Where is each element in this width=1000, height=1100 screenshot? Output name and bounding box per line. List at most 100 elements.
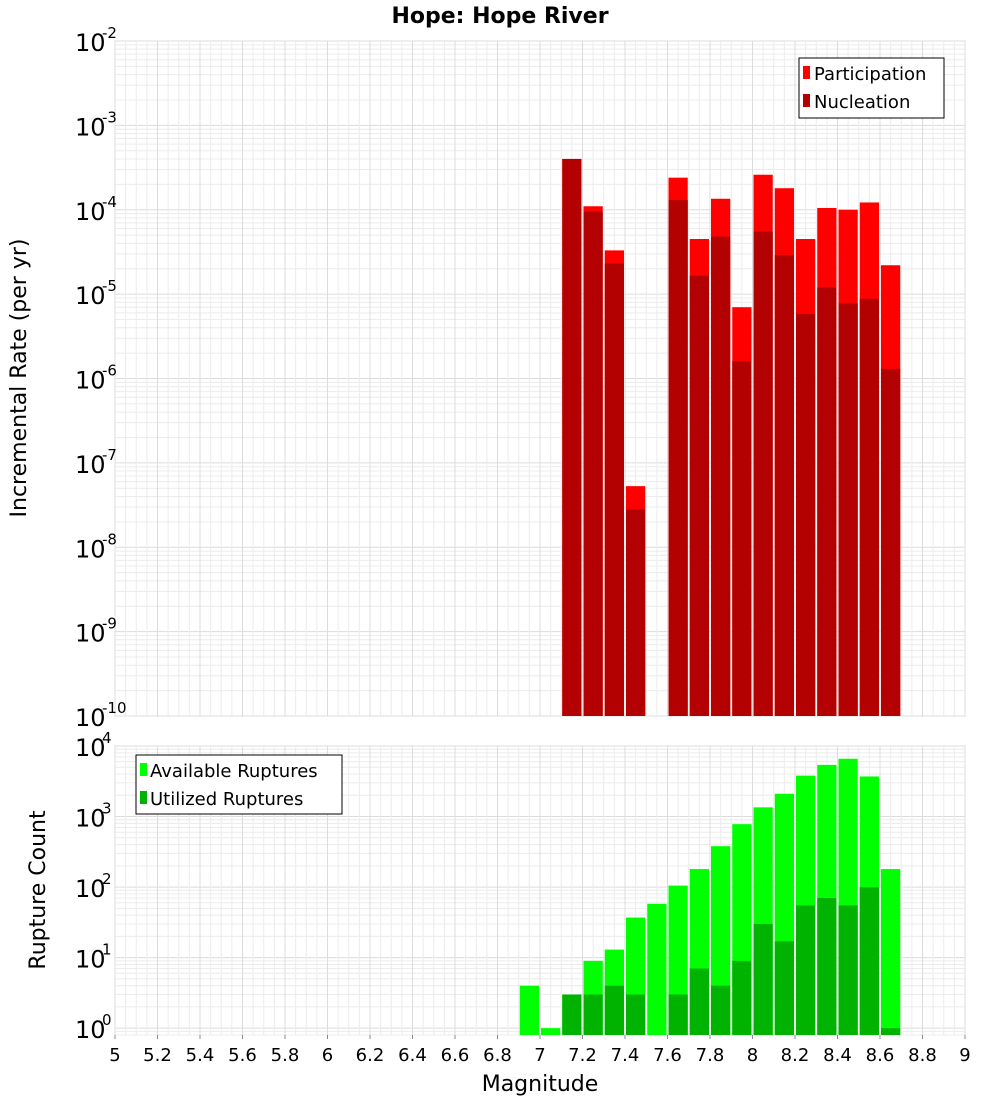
y-tick-label: 10 [75,1016,106,1044]
y-tick-label: 10 [75,805,106,833]
y-tick-label: 10 [75,113,106,141]
y-tick-label: 10 [75,946,106,974]
y-tick-exponent: -3 [102,108,117,126]
bar-utilized-ruptures [668,994,688,1035]
y-tick-exponent: 1 [102,941,112,959]
x-tick-label: 9 [959,1045,970,1066]
bar-available-ruptures [647,903,667,1035]
bottom-y-axis-label: Rupture Count [26,810,51,970]
x-tick-label: 5.6 [228,1045,257,1066]
top-gridlines [114,40,966,717]
bar-nucleation [753,231,773,716]
legend-label-utilized: Utilized Ruptures [150,789,303,810]
bar-nucleation [604,263,624,716]
y-tick-exponent: -4 [102,193,117,211]
bar-nucleation [583,211,603,716]
x-tick-label: 8.2 [781,1045,810,1066]
bar-utilized-ruptures [689,968,709,1035]
bar-utilized-ruptures [626,994,646,1035]
y-tick-exponent: -8 [102,530,117,548]
x-tick-label: 8.8 [908,1045,937,1066]
y-tick-label: 10 [75,282,106,310]
x-tick-labels: 5 5.2 5.4 5.6 5.8 6 6.2 6.4 6.6 6.8 7 7.2 7.4 7.6 7.8 8… [109,1035,971,1066]
bar-nucleation [689,275,709,716]
top-bars [562,158,901,717]
bar-nucleation [838,303,858,716]
x-tick-label: 6.8 [483,1045,512,1066]
bar-utilized-ruptures [859,887,879,1035]
x-tick-label: 7.4 [611,1045,640,1066]
bar-utilized-ruptures [711,985,731,1035]
bar-nucleation [732,361,752,716]
bar-nucleation [774,255,794,716]
y-tick-label: 10 [75,620,106,648]
x-tick-label: 8 [747,1045,758,1066]
chart-title: Hope: Hope River [391,4,608,29]
bar-utilized-ruptures [562,994,582,1035]
y-tick-label: 10 [75,367,106,395]
bar-nucleation [859,298,879,716]
x-tick-label: 5.2 [143,1045,172,1066]
x-tick-label: 7 [534,1045,545,1066]
y-tick-exponent: 3 [102,800,112,818]
bar-nucleation [881,368,901,716]
bar-utilized-ruptures [817,898,837,1035]
x-tick-label: 8.6 [866,1045,895,1066]
y-tick-exponent: 4 [102,729,112,747]
y-tick-exponent: -5 [102,277,117,295]
x-tick-label: 5 [109,1045,120,1066]
y-tick-label: 10 [75,451,106,479]
bar-nucleation [668,200,688,716]
top-legend: Participation Nucleation [798,57,945,119]
bar-available-ruptures [541,1028,561,1035]
bar-utilized-ruptures [753,923,773,1035]
y-tick-exponent: 2 [102,870,112,888]
bottom-legend-box [135,754,343,815]
bar-nucleation [796,314,816,716]
y-tick-label: 10 [75,704,106,732]
y-tick-label: 10 [75,198,106,226]
bar-utilized-ruptures [796,905,816,1035]
bar-utilized-ruptures [583,994,603,1035]
legend-swatch-utilized [140,791,147,804]
legend-swatch-nucleation [803,94,810,107]
bar-nucleation [817,287,837,716]
x-tick-label: 7.8 [696,1045,725,1066]
y-tick-label: 10 [75,535,106,563]
y-tick-exponent: 0 [102,1011,112,1029]
y-tick-label: 10 [75,29,106,57]
x-tick-label: 6.2 [356,1045,385,1066]
x-tick-label: 7.2 [568,1045,597,1066]
x-tick-label: 6.6 [441,1045,470,1066]
x-tick-label: 5.8 [271,1045,300,1066]
bar-available-ruptures [519,985,539,1035]
bar-available-ruptures [881,869,901,1035]
x-tick-label: 6.4 [398,1045,427,1066]
bottom-bars [519,758,901,1035]
x-tick-label: 5.4 [186,1045,215,1066]
y-tick-exponent: -2 [102,24,117,42]
bar-utilized-ruptures [881,1028,901,1035]
y-tick-label: 10 [75,734,106,762]
y-tick-exponent: -9 [102,615,117,633]
legend-label-available: Available Ruptures [150,761,318,782]
bar-nucleation [562,158,582,717]
legend-label-nucleation: Nucleation [814,92,910,113]
y-tick-label: 10 [75,875,106,903]
legend-swatch-participation [803,66,810,79]
bottom-legend: Available Ruptures Utilized Ruptures [135,754,343,815]
bar-utilized-ruptures [732,960,752,1035]
y-tick-exponent: -10 [102,699,127,717]
x-axis-label: Magnitude [482,1072,599,1097]
bar-nucleation [711,236,731,716]
x-tick-label: 8.4 [823,1045,852,1066]
bar-nucleation [626,509,646,716]
bar-utilized-ruptures [604,985,624,1035]
y-tick-exponent: -7 [102,446,117,464]
x-tick-label: 6 [322,1045,333,1066]
